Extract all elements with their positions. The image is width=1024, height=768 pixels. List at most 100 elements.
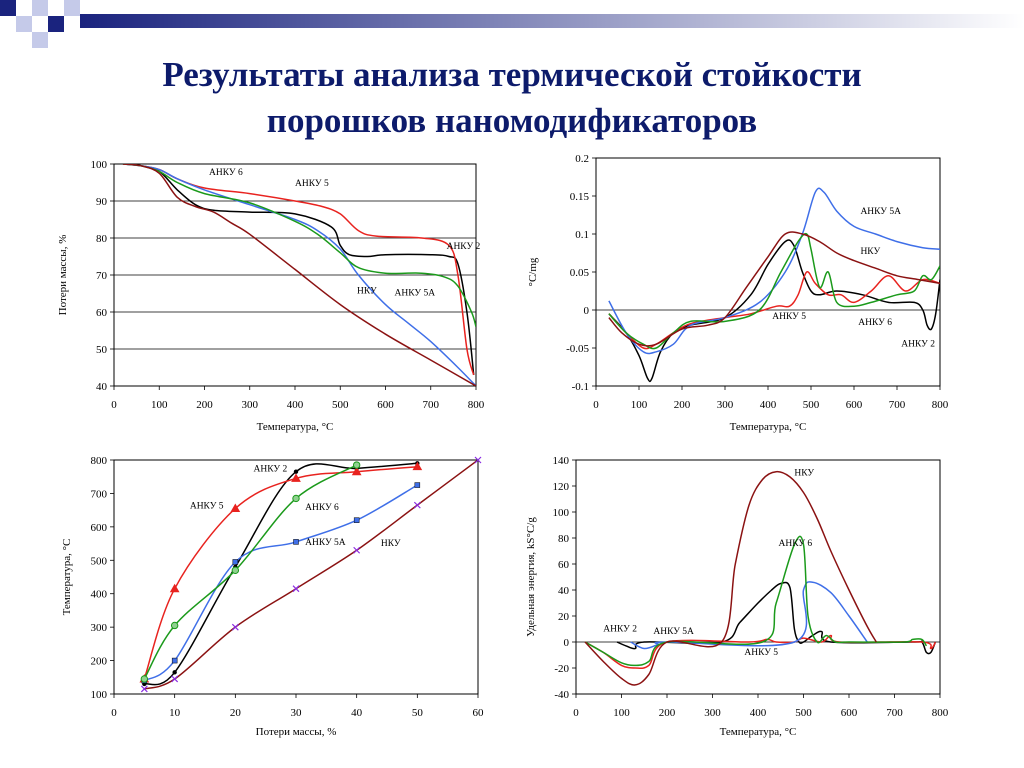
deco-square <box>64 0 80 16</box>
chart2-ytick-label: 100 <box>91 689 108 701</box>
chart0-ytick-label: 40 <box>96 381 108 393</box>
chart0-ytick-label: 50 <box>96 344 108 356</box>
chart2-annotation-4: НКУ <box>381 539 401 549</box>
chart2-ytick-label: 200 <box>91 656 108 668</box>
chart0-series-4 <box>122 164 476 386</box>
chart2-ytick-label: 300 <box>91 622 108 634</box>
chart0-xtick-label: 800 <box>468 399 485 411</box>
chart-dta: -0.1 -0.05 0 0.05 0.1 0.15 0.2 0 100 200 300 400 500… <box>527 153 949 433</box>
chart2-x-axis-label: Потери массы, % <box>256 726 337 738</box>
chart3-annotation-0: НКУ <box>794 469 814 479</box>
page-title: Результаты анализа термической стойкости… <box>60 52 964 144</box>
chart3-ytick-label: 140 <box>553 455 570 467</box>
chart3-ytick-label: 0 <box>564 637 570 649</box>
chart3-annotation-4: АНКУ 5 <box>744 648 778 658</box>
chart1-xtick-label: 300 <box>717 399 734 411</box>
chart0-ytick-label: 80 <box>96 233 108 245</box>
chart0-ytick-label: 70 <box>96 270 108 282</box>
chart3-series-3 <box>584 535 928 667</box>
chart2-point-0-1 <box>172 670 177 675</box>
chart0-xtick-label: 400 <box>287 399 304 411</box>
chart-specific-energy: -40 -20 0 20 40 60 80 100 120 140 0 100 200 300 400 500… <box>525 455 949 738</box>
chart2-point-3-2 <box>231 566 240 575</box>
chart1-annotation-0: АНКУ 5А <box>860 207 901 217</box>
chart1-ytick-label: 0 <box>584 305 590 317</box>
chart1-xtick-label: 600 <box>846 399 863 411</box>
chart1-xtick-label: 400 <box>760 399 777 411</box>
chart2-point-1-5 <box>412 461 423 471</box>
chart1-xtick-label: 100 <box>631 399 648 411</box>
chart3-y-axis-label: Удельная энергия, kS°C/g <box>525 517 537 637</box>
chart3-x-axis-label: Температура, °С <box>720 726 797 738</box>
chart1-x-axis-label: Температура, °С <box>730 421 807 433</box>
chart2-point-2-2 <box>232 559 239 565</box>
decorative-squares <box>0 0 80 48</box>
chart1-xtick-label: 0 <box>593 399 599 411</box>
deco-square <box>48 16 64 32</box>
chart3-xtick-label: 300 <box>704 707 721 719</box>
chart1-xtick-label: 700 <box>889 399 906 411</box>
chart2-ytick-label: 500 <box>91 555 108 567</box>
chart3-series-line-2 <box>630 581 868 650</box>
chart3-ytick-label: 60 <box>558 559 570 571</box>
chart0-ytick-label: 90 <box>96 196 108 208</box>
chart0-series-0 <box>122 164 475 375</box>
chart3-annotation-3: АНКУ 5А <box>653 627 694 637</box>
chart3-series-line-4 <box>584 470 877 686</box>
chart2-annotation-0: АНКУ 2 <box>254 465 288 475</box>
chart0-series-line-4 <box>122 164 476 386</box>
chart2-point-2-4 <box>353 517 360 523</box>
chart2-annotation-2: АНКУ 6 <box>305 503 339 513</box>
chart2-markers-3 <box>140 461 361 683</box>
chart0-annotation-3: НКУ <box>357 287 377 297</box>
chart-tga: 40 50 60 70 80 90 100 0 100 200 300 400 500 600 700 800… <box>57 159 485 433</box>
chart3-ytick-label: 80 <box>558 533 570 545</box>
chart1-series-4 <box>608 231 940 347</box>
chart1-annotation-1: НКУ <box>860 247 880 257</box>
chart2-ytick-label: 400 <box>91 589 108 601</box>
chart0-xtick-label: 500 <box>332 399 349 411</box>
chart3-ytick-label: -40 <box>554 689 569 701</box>
chart3-xtick-label: 500 <box>795 707 812 719</box>
deco-square <box>16 16 32 32</box>
chart2-point-1-2 <box>230 503 241 512</box>
chart2-point-3-0 <box>140 675 149 683</box>
chart2-xtick-label: 30 <box>291 707 303 719</box>
chart1-ytick-label: 0.15 <box>570 191 590 203</box>
chart1-xtick-label: 800 <box>932 399 949 411</box>
chart3-ytick-label: -20 <box>554 663 569 675</box>
chart1-ytick-label: -0.1 <box>572 381 589 393</box>
chart3-xtick-label: 800 <box>932 707 949 719</box>
chart2-ytick-label: 700 <box>91 488 108 500</box>
chart0-series-line-0 <box>122 164 475 375</box>
chart2-annotation-3: АНКУ 5А <box>305 538 346 548</box>
chart0-xtick-label: 100 <box>151 399 168 411</box>
chart2-point-1-1 <box>169 583 180 593</box>
chart2-point-2-3 <box>293 539 299 545</box>
chart2-point-3-3 <box>292 494 300 503</box>
chart2-ytick-label: 600 <box>91 522 108 534</box>
chart1-xtick-label: 500 <box>803 399 820 411</box>
chart1-series-line-2 <box>608 187 940 355</box>
chart2-ytick-label: 800 <box>91 455 108 467</box>
chart0-annotation-4: АНКУ 5А <box>395 288 436 298</box>
chart3-xtick-label: 400 <box>750 707 767 719</box>
chart2-xtick-label: 50 <box>412 707 424 719</box>
chart0-annotation-2: АНКУ 2 <box>447 242 481 252</box>
chart2-point-4-3 <box>292 585 300 593</box>
page-title-line-1: Результаты анализа термической стойкости <box>162 55 862 94</box>
chart1-annotation-4: АНКУ 2 <box>901 339 935 349</box>
chart2-markers-4 <box>140 456 482 693</box>
chart0-series-3 <box>122 164 476 328</box>
chart0-annotation-0: АНКУ 6 <box>209 168 243 178</box>
chart2-annotation-1: АНКУ 5 <box>190 501 224 511</box>
chart0-annotation-1: АНКУ 5 <box>295 179 329 189</box>
chart1-series-3 <box>608 232 940 350</box>
chart2-point-4-4 <box>353 546 361 554</box>
chart0-xtick-label: 200 <box>196 399 213 411</box>
chart2-point-4-6 <box>474 456 482 464</box>
chart0-xtick-label: 0 <box>111 399 117 411</box>
chart3-ytick-label: 20 <box>558 611 570 623</box>
chart1-annotation-2: АНКУ 5 <box>772 312 806 322</box>
chart2-point-1-4 <box>351 466 362 476</box>
